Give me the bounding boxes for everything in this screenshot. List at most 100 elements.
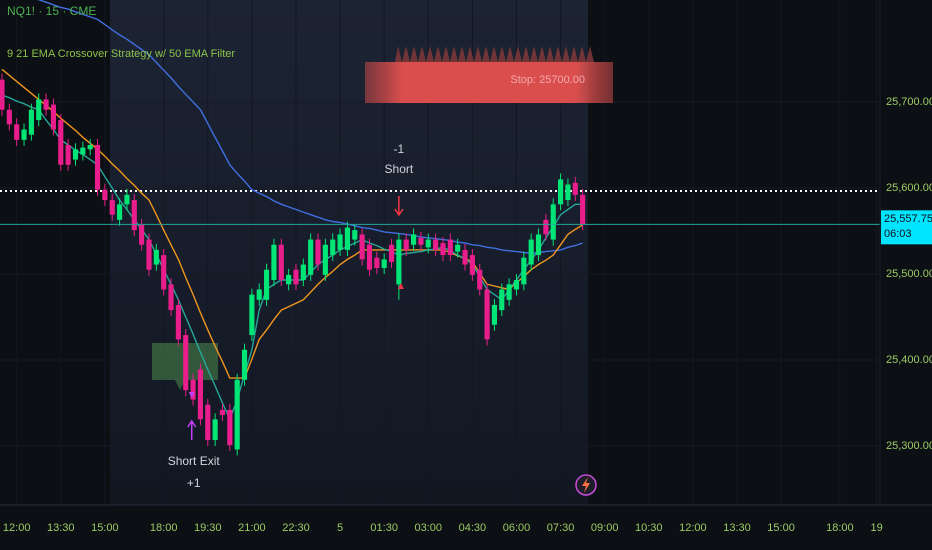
candle-body <box>411 234 417 245</box>
x-tick-label: 06:00 <box>503 522 531 534</box>
x-tick-label: 21:00 <box>238 522 266 534</box>
x-tick-label: 22:30 <box>282 522 310 534</box>
x-tick-label: 03:00 <box>415 522 443 534</box>
ema-line <box>37 0 583 255</box>
candle-body <box>330 239 336 256</box>
candle-body <box>241 349 248 380</box>
x-tick-label: 13:30 <box>47 522 75 534</box>
candle-body <box>484 289 490 340</box>
candle-body <box>197 369 204 420</box>
candle-body <box>543 219 549 235</box>
candle-body <box>58 120 64 165</box>
candle-body <box>374 257 380 268</box>
candle-body <box>572 182 578 195</box>
candle-body <box>168 284 174 311</box>
x-tick-label: 5 <box>337 522 343 534</box>
x-tick-label: 15:00 <box>91 522 119 534</box>
candle-body <box>418 237 424 245</box>
candle-body <box>175 304 181 340</box>
candle-body <box>87 144 93 150</box>
candle-body <box>28 109 34 135</box>
candle-body <box>219 409 226 416</box>
candle-body <box>315 239 321 265</box>
x-tick-label: 19:30 <box>194 522 222 534</box>
alert-icon[interactable] <box>575 474 597 496</box>
candle-body <box>521 257 527 285</box>
candle-body <box>286 274 292 285</box>
x-tick-label: 04:30 <box>459 522 487 534</box>
x-tick-label: 19 <box>870 522 882 534</box>
candle-body <box>447 239 453 256</box>
candle-body <box>256 289 262 300</box>
candle-body <box>161 255 167 290</box>
countdown-label: 06:03 <box>884 228 912 240</box>
candle-body <box>0 79 5 110</box>
candle-body <box>462 249 468 265</box>
candle-body <box>14 124 20 140</box>
entry-zone-pointer <box>175 380 185 390</box>
x-tick-label: 13:30 <box>723 522 751 534</box>
candle-body <box>190 379 196 400</box>
candle-body <box>43 99 49 110</box>
exit-arrow-small <box>188 392 195 398</box>
candle-body <box>403 239 409 250</box>
candle-body <box>227 409 233 446</box>
y-tick-label: 25,600.00 <box>886 182 932 194</box>
candle-body <box>565 184 571 201</box>
candle-body <box>117 204 123 220</box>
candle-body <box>359 234 365 260</box>
y-tick-label: 25,700.00 <box>886 96 932 108</box>
x-tick-label: 12:00 <box>3 522 31 534</box>
x-tick-label: 12:00 <box>679 522 707 534</box>
candle-body <box>337 234 343 250</box>
candle-body <box>455 244 461 252</box>
candle-body <box>322 244 328 275</box>
candle-body <box>535 234 542 256</box>
candle-body <box>124 194 130 205</box>
stop-band <box>365 62 613 103</box>
candle-body <box>234 379 240 450</box>
x-tick-label: 10:30 <box>635 522 663 534</box>
candle-body <box>580 194 586 225</box>
candle-body <box>21 129 27 140</box>
stop-zigzag <box>395 46 594 62</box>
candle-body <box>506 284 512 300</box>
y-tick-label: 25,500.00 <box>886 268 932 280</box>
candle-body <box>491 304 497 325</box>
candle-body <box>139 224 145 245</box>
candle-body <box>528 239 534 265</box>
x-tick-label: 18:00 <box>826 522 854 534</box>
exit-qty: +1 <box>187 476 201 490</box>
x-tick-label: 01:30 <box>370 522 398 534</box>
chart-subtitle: 9 21 EMA Crossover Strategy w/ 50 EMA Fi… <box>7 48 235 60</box>
candle-body <box>293 269 299 285</box>
candle-body <box>249 294 255 336</box>
exit-arrow <box>187 419 197 440</box>
candle-body <box>366 244 373 270</box>
candle-body <box>513 280 520 290</box>
candle-body <box>300 264 306 281</box>
short-arrow <box>394 196 404 217</box>
candle-body <box>477 269 483 290</box>
candle-body <box>499 289 505 311</box>
x-tick-label: 09:00 <box>591 522 619 534</box>
candle-body <box>102 189 108 201</box>
candle-body <box>153 249 159 265</box>
candle-body <box>550 204 556 240</box>
candle-body <box>146 239 152 270</box>
stop-label: Stop: 25700.00 <box>510 74 585 86</box>
candle-body <box>469 255 475 275</box>
candle-body <box>183 335 189 391</box>
x-tick-label: 07:30 <box>547 522 575 534</box>
candle-body <box>344 227 351 250</box>
candle-body <box>271 244 277 281</box>
x-tick-label: 15:00 <box>767 522 795 534</box>
candle-body <box>352 230 358 240</box>
candle-body <box>440 243 446 256</box>
candle-body <box>558 179 564 205</box>
exit-label: Short Exit <box>168 454 221 468</box>
candle-body <box>36 99 42 121</box>
chart-title: NQ1! · 15 · CME <box>7 4 96 18</box>
candle-body <box>109 200 115 215</box>
